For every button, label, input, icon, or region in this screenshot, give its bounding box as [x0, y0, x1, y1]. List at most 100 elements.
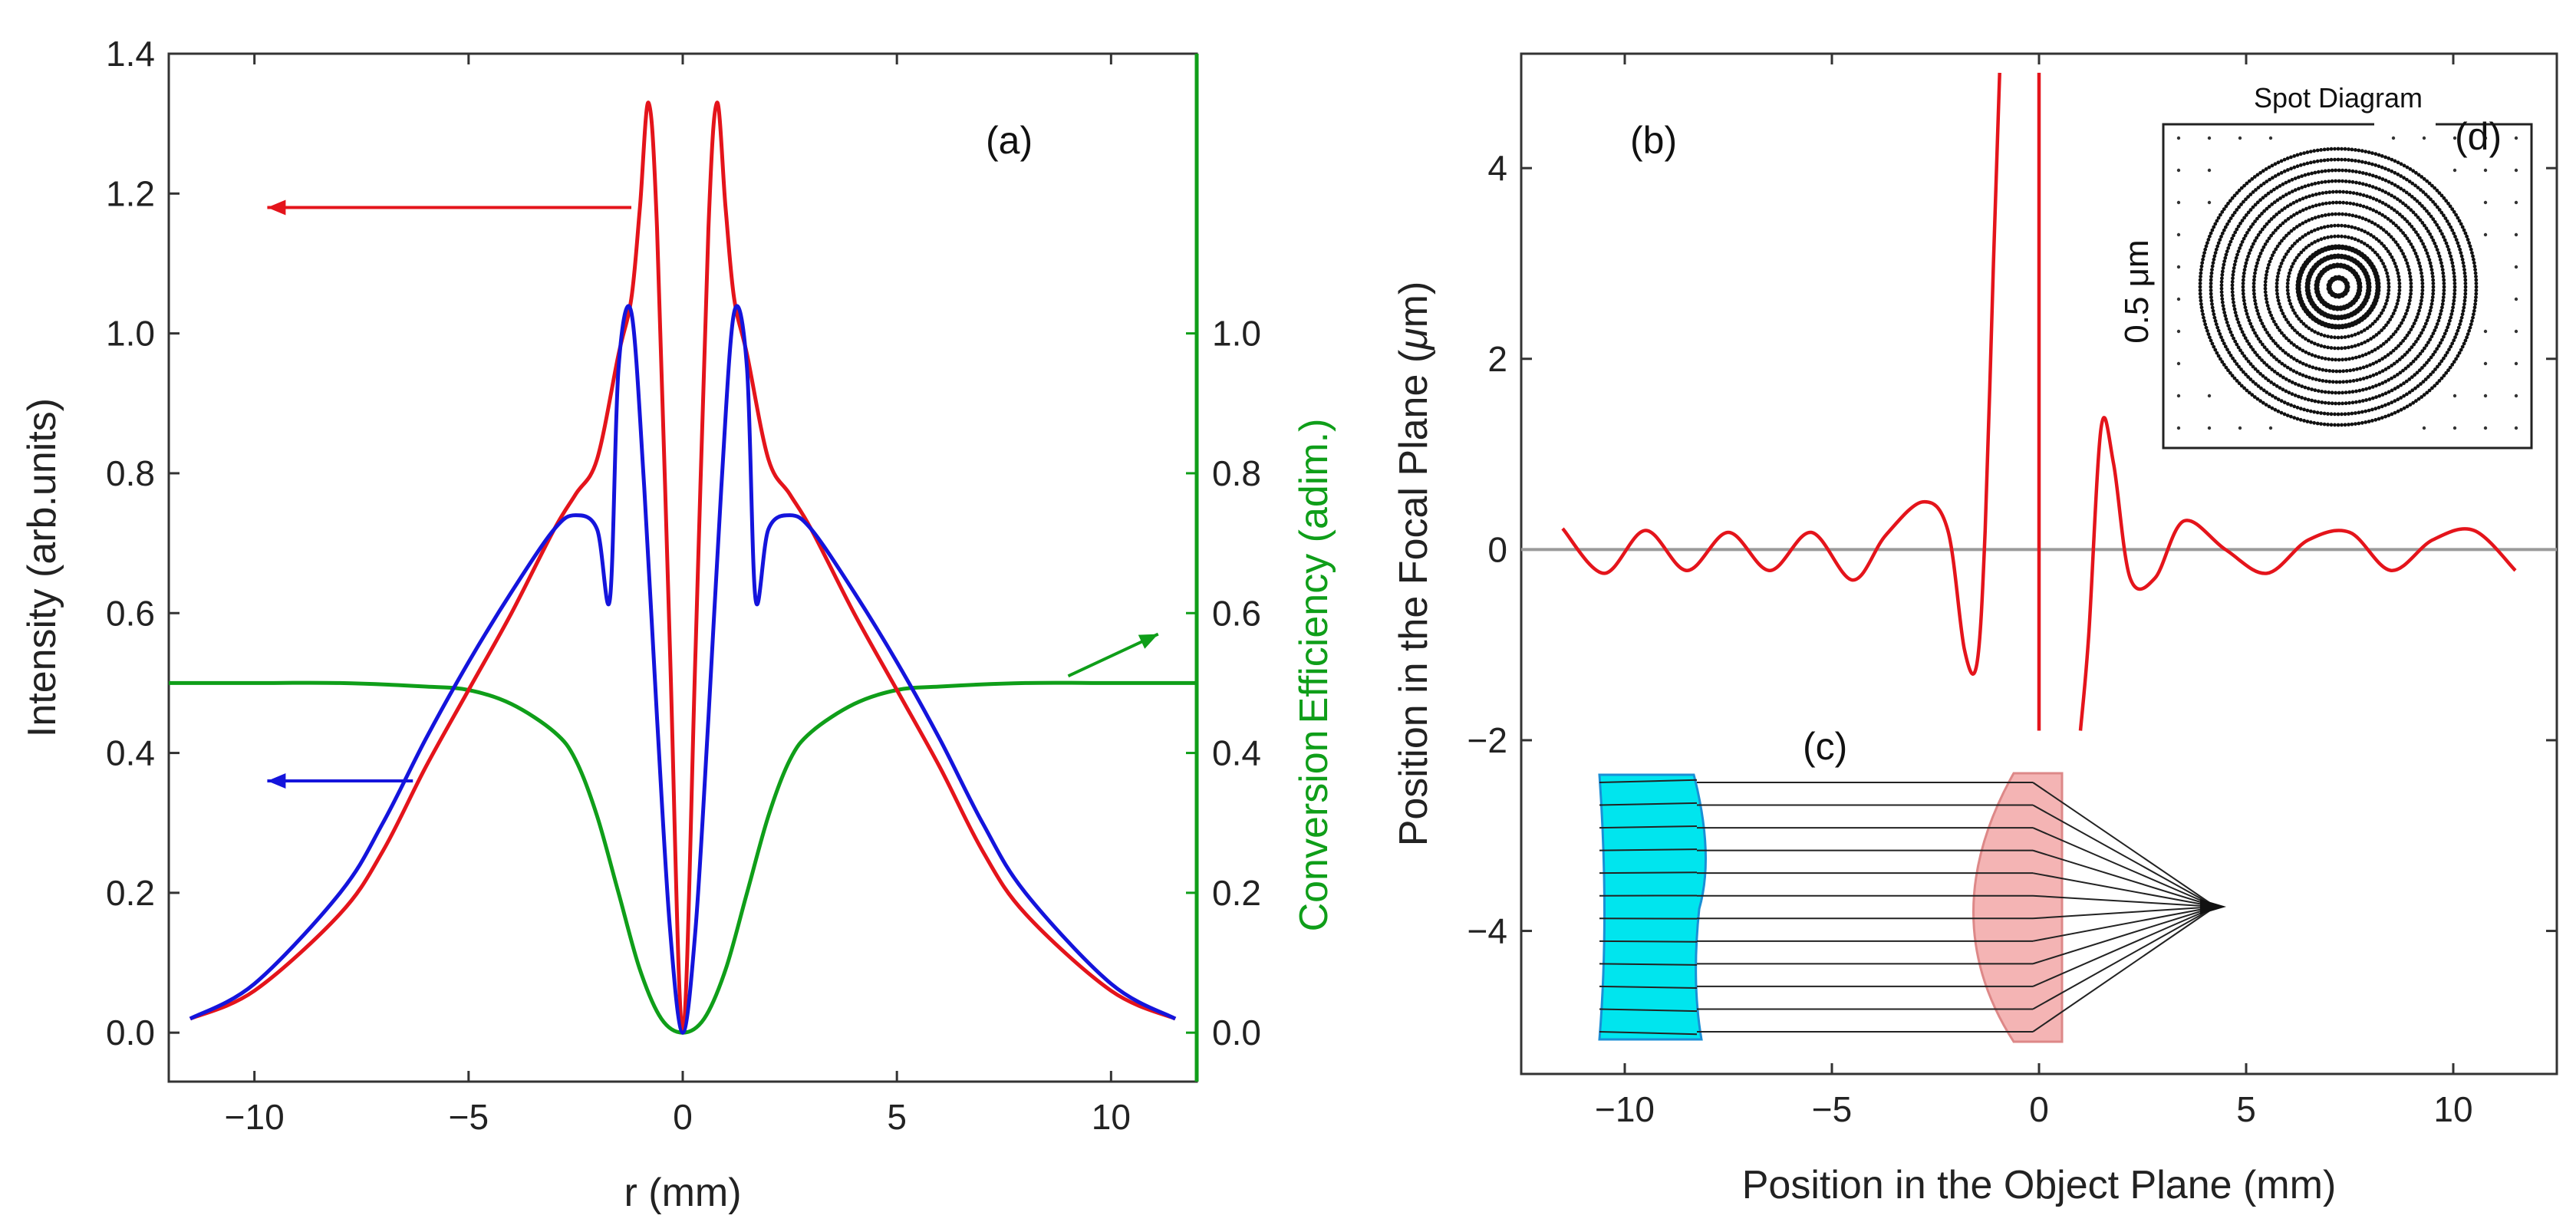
spot-dot [2387, 232, 2391, 236]
spot-dot [2370, 185, 2375, 189]
spot-dot [2390, 364, 2394, 367]
spot-dot [2270, 406, 2275, 410]
spot-dot [2386, 295, 2390, 299]
spot-dot [2279, 159, 2284, 163]
spot-dot [2319, 422, 2324, 426]
spot-dot-outer [2514, 265, 2518, 269]
spot-dot [2396, 275, 2401, 278]
spot-dot [2326, 224, 2331, 229]
spot-dot [2383, 391, 2388, 396]
spot-dot [2333, 147, 2337, 151]
spot-dot [2265, 222, 2269, 226]
spot-dot [2354, 170, 2358, 174]
spot-dot [2301, 208, 2305, 212]
spot-dot [2364, 398, 2369, 402]
spot-dot [2383, 166, 2387, 171]
spot-dot [2334, 200, 2339, 205]
spot-dot [2422, 176, 2426, 181]
spot-dot [2402, 176, 2406, 180]
spot-dot [2284, 193, 2288, 197]
spot-dot [2411, 169, 2416, 173]
spot-dot [2278, 196, 2283, 200]
ray-converging [2032, 804, 2216, 907]
spot-dot [2311, 377, 2315, 380]
spot-dot [2433, 384, 2437, 388]
spot-dot [2446, 368, 2450, 373]
spot-diagram-frame [2162, 123, 2533, 450]
spot-dot [2429, 268, 2434, 272]
spot-dot [2276, 397, 2281, 402]
spot-dot [2265, 331, 2269, 334]
spot-dot [2416, 337, 2420, 341]
spot-dot [2242, 333, 2246, 338]
spot-dot [2340, 412, 2344, 417]
spot-dot [2420, 275, 2424, 278]
spot-dot [2427, 311, 2432, 316]
spot-dot [2393, 410, 2397, 415]
spot-dot [2265, 390, 2269, 394]
spot-dot [2212, 344, 2216, 349]
spot-dot [2387, 285, 2391, 289]
spot-dot [2374, 333, 2379, 337]
spot-dot [2411, 210, 2416, 215]
spot-dot [2326, 158, 2330, 162]
spot-dot [2355, 367, 2359, 371]
spot-dot [2252, 395, 2257, 399]
spot-dot [2329, 423, 2334, 427]
spot-dot [2320, 356, 2324, 360]
spot-dot [2293, 328, 2297, 332]
spot-dot [2391, 237, 2396, 242]
spot-dot [2427, 258, 2432, 262]
spot-dot [2449, 312, 2454, 316]
spot-dot [2439, 193, 2444, 198]
spot-dot [2380, 242, 2384, 245]
spot-dot [2293, 176, 2298, 181]
spot-dot [2230, 374, 2235, 378]
spot-dot [2336, 234, 2340, 239]
spot-dot [2258, 214, 2261, 219]
spot-dot [2430, 386, 2434, 390]
spot-dot [2289, 414, 2293, 419]
spot-dot [2370, 396, 2375, 400]
panel-a-label: (a) [986, 119, 1033, 162]
spot-dot [2337, 179, 2341, 183]
spot-dot [2474, 295, 2478, 299]
spot-dot [2413, 373, 2417, 377]
spot-dot [2387, 168, 2391, 172]
spot-dot-outer [2176, 329, 2181, 334]
spot-dot [2436, 226, 2441, 230]
spot-dot [2314, 377, 2318, 381]
spot-dot [2275, 186, 2279, 190]
spot-dot [2312, 410, 2317, 414]
spot-dot [2390, 412, 2394, 417]
spot-dot [2406, 364, 2410, 368]
spot-dot [2271, 253, 2275, 258]
ray-in-lens-1 [1599, 848, 1698, 851]
spot-dot [2383, 178, 2388, 183]
spot-dot [2333, 335, 2337, 340]
spot-dot [2268, 259, 2272, 264]
spot-dot [2364, 409, 2368, 413]
spot-dot [2439, 210, 2444, 215]
spot-dot [2267, 404, 2271, 409]
spot-dot [2287, 338, 2291, 343]
spot-dot [2238, 327, 2243, 331]
panel-a-y2-label: ConversionEfficiency (adim.) [1292, 419, 1336, 932]
spot-dot [2422, 393, 2426, 397]
spot-dot [2257, 315, 2261, 319]
spot-dot [2240, 330, 2245, 334]
spot-dot [2360, 399, 2365, 403]
spot-dot [2258, 230, 2263, 234]
spot-dot [2382, 244, 2387, 249]
spot-dot [2242, 370, 2245, 374]
spot-dot [2212, 315, 2217, 320]
spot-dot [2449, 258, 2454, 262]
spot-dot [2308, 150, 2313, 154]
spot-dot [2405, 333, 2410, 338]
ray-converging [2032, 906, 2216, 1033]
spot-dot [2301, 221, 2305, 226]
spot-dot [2240, 239, 2245, 244]
spot-dot [2263, 328, 2268, 331]
spot-dot [2336, 423, 2340, 427]
spot-dot [2435, 188, 2439, 193]
